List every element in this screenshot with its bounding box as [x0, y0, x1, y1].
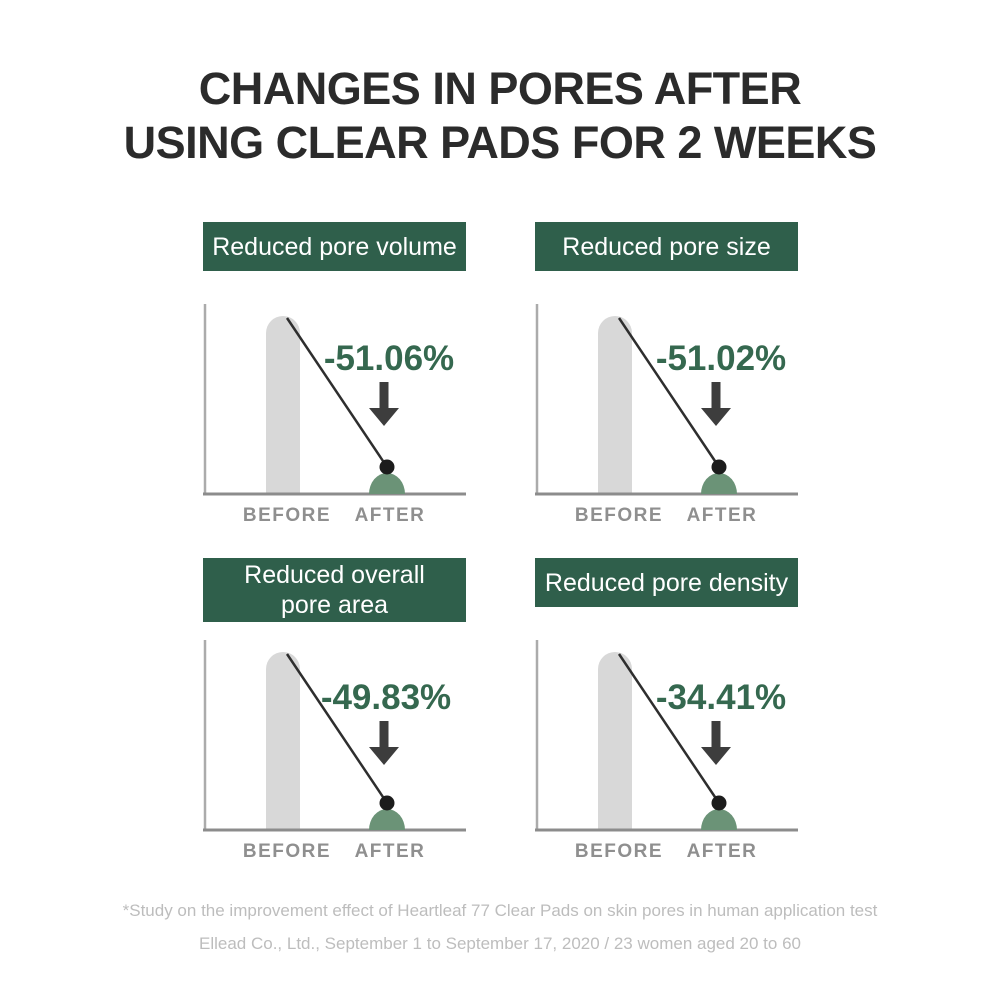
mini-chart-pore-density: -34.41% BEFORE AFTER: [535, 640, 798, 862]
down-arrow-icon: [369, 382, 399, 426]
percent-change-value: -51.02%: [656, 339, 786, 378]
percent-change-value: -49.83%: [321, 678, 451, 717]
panel-header-label-line2: pore area: [280, 591, 389, 619]
before-bar: [598, 316, 632, 494]
trend-line: [617, 653, 721, 804]
after-bar: [369, 809, 405, 830]
before-bar: [598, 652, 632, 830]
data-point-dot: [711, 459, 727, 475]
after-label: AFTER: [687, 505, 758, 526]
trend-line: [617, 317, 721, 468]
study-footnote-line1: *Study on the improvement effect of Hear…: [122, 901, 878, 920]
after-label: AFTER: [355, 841, 426, 862]
after-bar: [701, 473, 737, 494]
before-label: BEFORE: [243, 841, 331, 862]
down-arrow-icon: [701, 382, 731, 426]
down-arrow-icon: [369, 721, 399, 765]
mini-chart-pore-area: -49.83% BEFORE AFTER: [203, 640, 466, 862]
page-title: CHANGES IN PORES AFTER USING CLEAR PADS …: [0, 62, 1000, 170]
before-label: BEFORE: [243, 505, 331, 526]
study-footnote-line2: Ellead Co., Ltd., September 1 to Septemb…: [198, 934, 801, 953]
after-label: AFTER: [355, 505, 426, 526]
mini-chart-pore-size: -51.02% BEFORE AFTER: [535, 304, 798, 526]
data-point-dot: [711, 795, 727, 811]
panel-header-label: Reduced pore size: [562, 232, 771, 261]
trend-line: [285, 317, 389, 468]
before-bar: [266, 316, 300, 494]
page-title-line2: USING CLEAR PADS FOR 2 WEEKS: [123, 117, 877, 168]
study-footnote: *Study on the improvement effect of Hear…: [0, 894, 1000, 960]
panel-header-pore-area: Reduced overall pore area: [203, 558, 466, 622]
down-arrow-icon: [701, 721, 731, 765]
data-point-dot: [379, 459, 395, 475]
panel-header-label: Reduced pore volume: [212, 232, 457, 261]
after-bar: [369, 473, 405, 494]
after-label: AFTER: [687, 841, 758, 862]
panel-header-pore-volume: Reduced pore volume: [203, 222, 466, 271]
before-label: BEFORE: [575, 841, 663, 862]
before-bar: [266, 652, 300, 830]
before-label: BEFORE: [575, 505, 663, 526]
panel-header-label: Reduced pore density: [544, 568, 789, 597]
page-title-line1: CHANGES IN PORES AFTER: [198, 63, 802, 114]
percent-change-value: -51.06%: [324, 339, 454, 378]
mini-chart-pore-volume: -51.06% BEFORE AFTER: [203, 304, 466, 526]
after-bar: [701, 809, 737, 830]
panel-header-pore-density: Reduced pore density: [535, 558, 798, 607]
panel-header-pore-size: Reduced pore size: [535, 222, 798, 271]
data-point-dot: [379, 795, 395, 811]
panel-header-label-line1: Reduced overall: [244, 561, 425, 589]
percent-change-value: -34.41%: [656, 678, 786, 717]
trend-line: [285, 653, 389, 804]
